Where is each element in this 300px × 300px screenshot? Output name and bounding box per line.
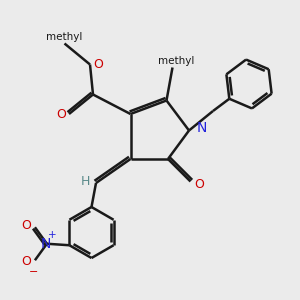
Text: O: O [22, 219, 32, 232]
Text: methyl: methyl [158, 56, 194, 66]
Text: O: O [194, 178, 204, 191]
Text: H: H [81, 175, 90, 188]
Text: −: − [29, 267, 38, 277]
Text: O: O [22, 255, 32, 268]
Text: methyl: methyl [46, 32, 83, 42]
Text: O: O [57, 107, 66, 121]
Text: N: N [40, 237, 51, 251]
Text: O: O [94, 58, 103, 71]
Text: N: N [196, 121, 207, 134]
Text: +: + [48, 230, 57, 240]
